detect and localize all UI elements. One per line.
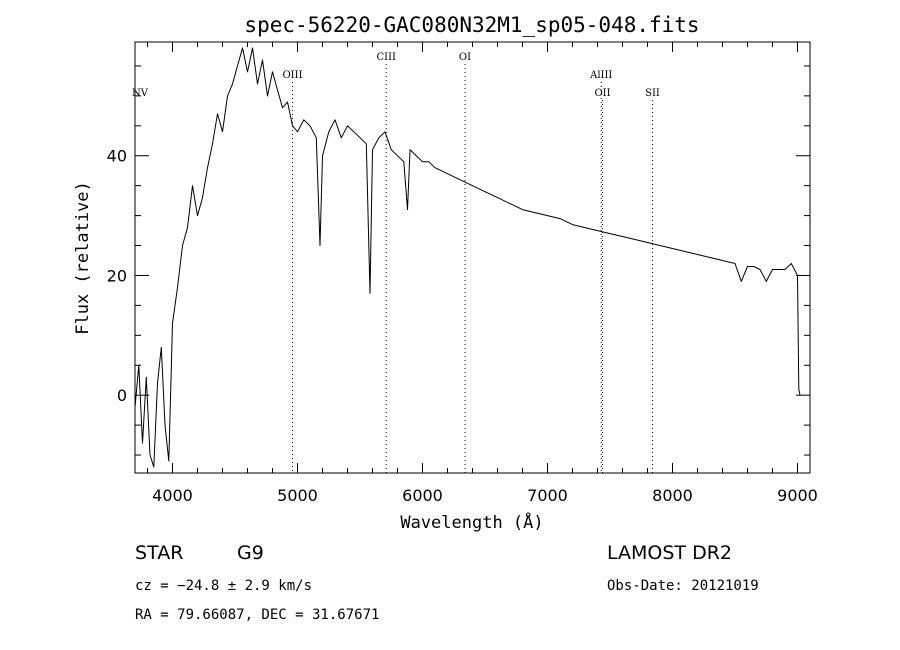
- object-type: STAR: [135, 542, 183, 564]
- x-tick-label: 8000: [652, 486, 693, 505]
- axes: 4000 5000 6000 7000 8000 9000 0 20 40: [107, 42, 818, 505]
- spectrum-line: [134, 47, 801, 468]
- spectral-line-label: OIII: [282, 70, 302, 81]
- x-tick-label: 7000: [527, 486, 568, 505]
- y-axis-label: Flux (relative): [73, 181, 93, 335]
- y-tick-label: 0: [117, 386, 127, 405]
- x-tick-label: 9000: [777, 486, 818, 505]
- observation-date: Obs-Date: 20121019: [607, 578, 759, 594]
- x-tick-label: 6000: [402, 486, 443, 505]
- spectral-line-label: NV: [132, 88, 149, 99]
- redshift-velocity: cz = −24.8 ± 2.9 km/s: [135, 578, 312, 594]
- spectral-line-label: AlIII: [589, 70, 612, 81]
- x-tick-label: 4000: [152, 486, 193, 505]
- spectral-line-label: OI: [459, 52, 471, 63]
- spectral-line-label: CIII: [376, 52, 396, 63]
- spectral-line-label: SII: [645, 88, 660, 99]
- spectrum-series: [134, 47, 801, 468]
- x-tick-label: 5000: [277, 486, 318, 505]
- coordinates: RA = 79.66087, DEC = 31.67671: [135, 607, 379, 623]
- spectral-line-label: OII: [594, 88, 610, 99]
- survey-name: LAMOST DR2: [607, 542, 732, 564]
- spectral-lines: NV OIII CIII OI AlIII OII SII: [132, 52, 660, 473]
- y-tick-label: 20: [107, 266, 127, 285]
- x-axis-label: Wavelength (Å): [400, 511, 543, 533]
- y-tick-label: 40: [107, 147, 127, 166]
- chart-title: spec-56220-GAC080N32M1_sp05-048.fits: [244, 13, 699, 37]
- object-subclass: G9: [237, 542, 264, 564]
